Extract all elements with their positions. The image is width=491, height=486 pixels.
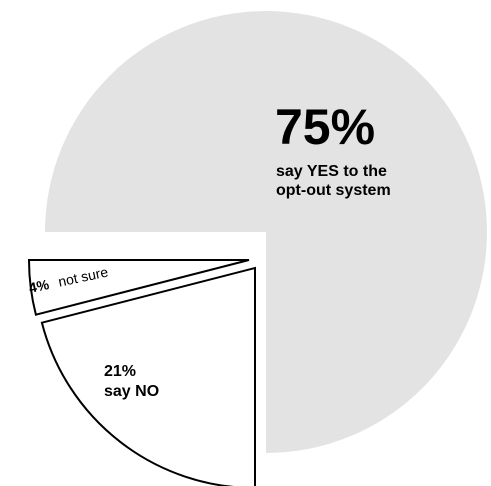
label-no-text: say NO — [104, 383, 159, 400]
slice-yes — [45, 11, 487, 453]
label-yes-text-line-2: opt-out system — [276, 182, 391, 199]
label-not-sure-percent: 4% — [27, 276, 51, 296]
slice-not-sure — [27, 259, 250, 316]
label-yes-percent: 75% — [275, 99, 375, 155]
label-yes-text-line-1: say YES to the — [276, 163, 387, 180]
label-no-percent: 21% — [104, 363, 136, 380]
